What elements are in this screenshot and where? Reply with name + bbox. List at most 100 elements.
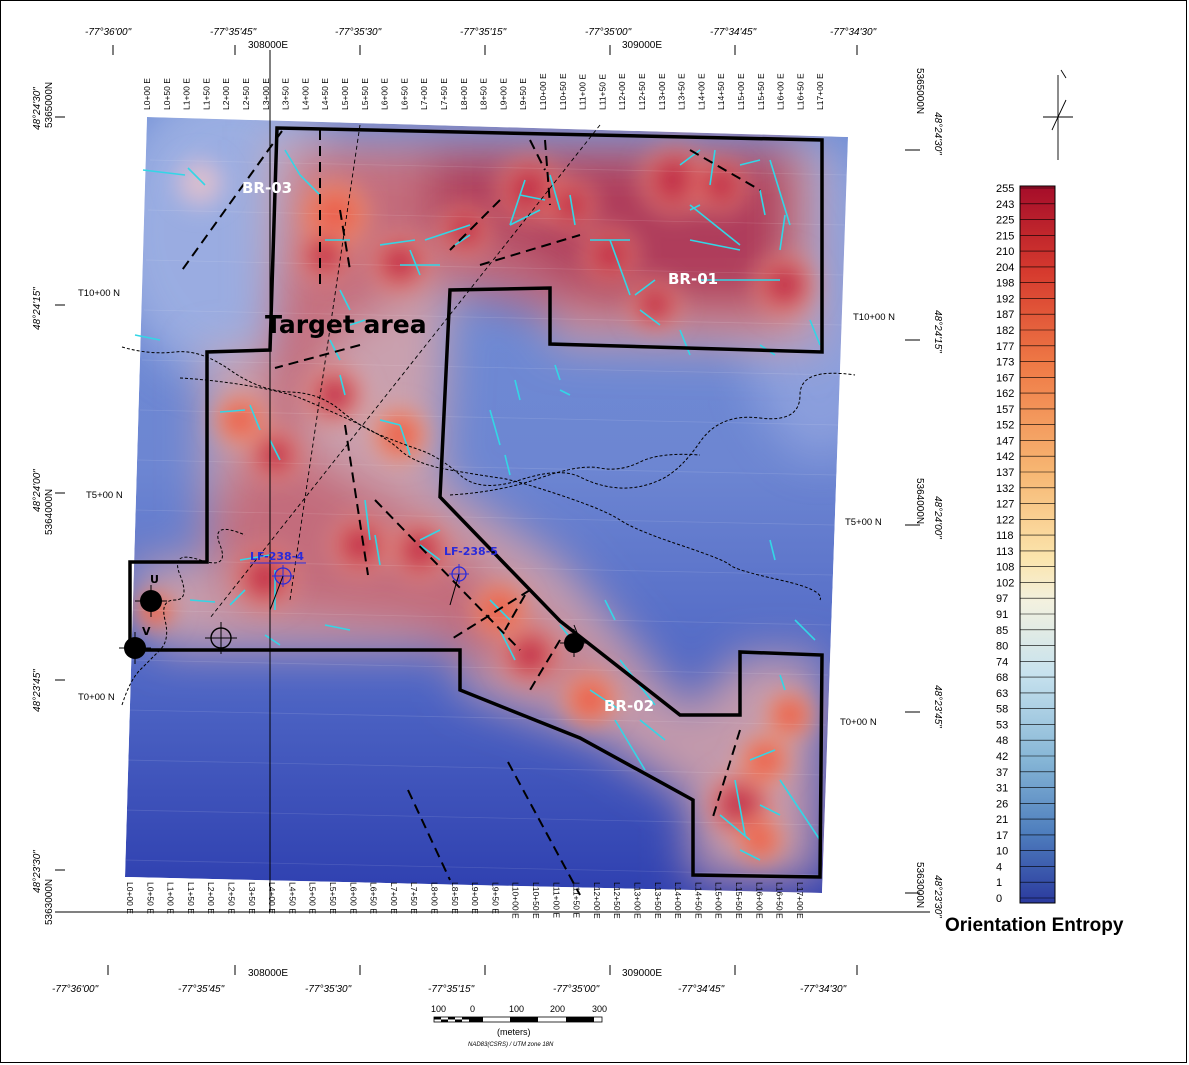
legend-tick-label: 142 [996,451,1014,463]
left-latitude-label: 48°24'00" [32,469,43,512]
bottom-longitude-label: -77°34'30" [800,984,847,995]
line-label-top: L1+50 E [201,78,211,110]
legend-tick-label: 26 [996,798,1008,810]
legend-tick-label: 63 [996,688,1008,700]
tie-line-label-left: T0+00 N [78,692,115,703]
line-label-top: L4+00 E [300,78,310,110]
line-labels-top: L0+00 E L0+50 E L1+00 E L1+50 E L2+00 E L2+50… [142,73,825,110]
entropy-raster [125,117,848,893]
legend-tick-label: 187 [996,309,1014,321]
target-area-outline [128,126,824,879]
scale-seg [469,1017,483,1022]
legend-tick-label: 80 [996,641,1008,653]
line-label-bottom: L16+50 E [775,882,785,919]
line-label-top: L3+00 E [261,78,271,110]
structure-lines [134,149,821,861]
bottom-longitude-label: -77°35'30" [305,984,352,995]
easting-label: 308000E [248,968,288,979]
crosshair-icon [119,632,151,664]
line-label-top: L10+50 E [558,73,568,110]
crosshair-icon [560,629,588,657]
legend-tick-label: 113 [996,546,1014,558]
left-latitude-label: 48°23'30" [32,850,43,893]
tie-line-labels: T10+00 N T5+00 N T0+00 N T10+00 N T5+00 N T0+… [78,288,895,728]
north-arrow-icon [1043,69,1073,160]
legend-tick-label: 21 [996,814,1008,826]
point-v[interactable]: V [119,625,151,664]
collar-tail [573,624,581,641]
line-label-top: L2+00 E [221,78,231,110]
right-latitude-label: 48°24'30" [932,112,943,155]
top-longitude-labels: -77°36'00" -77°35'45" -77°35'30" -77°35'15"… [85,27,877,38]
line-label-bottom: L4+00 E [267,882,277,914]
legend-tick-label: 182 [996,325,1014,337]
scale-seg [566,1017,594,1022]
bottom-longitude-label: -77°36'00" [52,984,99,995]
line-label-bottom: L11+00 E [551,882,561,918]
legend-tick-label: 173 [996,357,1014,369]
legend-tick-label: 0 [996,893,1002,905]
legend-tick-label: 1 [996,877,1002,889]
line-label-top: L6+50 E [399,78,409,110]
drill-hole-lf-238-5[interactable]: LF-238-5 [444,545,498,606]
easting-label: 308000E [248,40,288,51]
open-collar[interactable] [205,622,237,654]
line-label-bottom: L6+00 E [348,882,358,914]
point-u[interactable]: U [135,573,167,617]
scale-seg [510,1017,538,1022]
tie-line-label-left: T5+00 N [86,490,123,501]
line-label-top: L0+50 E [162,78,172,110]
tie-line-label-right: T10+00 N [853,312,895,323]
line-label-bottom: L14+50 E [693,882,703,919]
drill-hole-lf-238-4[interactable]: LF-238-4 [250,550,306,611]
scale-tick-label: 300 [592,1004,607,1014]
line-label-bottom: L14+00 E [673,882,683,919]
legend-tick-label: 147 [996,435,1014,447]
legend-tick-label: 132 [996,483,1014,495]
legend-colorbar [1019,185,1056,904]
legend-tick-label: 42 [996,751,1008,763]
scale-tick-label: 100 [431,1004,446,1014]
line-label-bottom: L1+00 E [166,882,176,914]
line-label-top: L12+50 E [637,73,647,110]
scale-datum: NAD83(CSRS) / UTM zone 18N [468,1042,554,1048]
legend-tick-label: 225 [996,215,1014,227]
line-label-top: L13+00 E [657,73,667,110]
line-label-top: L17+00 E [815,73,825,110]
graticule-ticks [55,45,930,975]
line-label-top: L11+50 E [597,74,607,110]
zone-label-br02: BR-02 [604,697,654,715]
drill-trace [449,573,460,606]
left-latitude-label: 48°23'45" [32,669,43,712]
legend-tick-label: 17 [996,830,1008,842]
legend-tick-label: 48 [996,735,1008,747]
left-latitude-label: 48°24'30" [32,87,43,130]
legend: 2552432252152102041981921871821771731671… [945,183,1124,936]
northing-label: 5363000N [44,879,55,925]
line-label-bottom: L11+50 E [572,882,582,918]
scale-seg [462,1017,469,1020]
legend-tick-label: 97 [996,593,1008,605]
bottom-longitude-label: -77°35'45" [178,984,225,995]
line-label-bottom: L17+00 E [795,882,805,919]
right-latitude-label: 48°24'15" [932,310,943,353]
line-label-bottom: L16+00 E [754,882,764,919]
line-label-top: L8+00 E [459,78,469,110]
line-label-bottom: L5+00 E [308,882,318,914]
northing-label: 5364000N [44,489,55,535]
legend-tick-label: 118 [996,530,1014,542]
right-latitude-label: 48°23'45" [932,685,943,728]
line-label-bottom: L13+50 E [653,882,663,919]
line-label-top: L15+50 E [756,73,766,110]
line-label-bottom: L3+50 E [247,882,257,914]
bottom-longitude-labels: -77°36'00" -77°35'45" -77°35'30" -77°35'15"… [52,984,847,995]
scale-seg [448,1017,455,1020]
legend-tick-label: 243 [996,199,1014,211]
scale-tick-label: 100 [509,1004,524,1014]
top-longitude-label: -77°35'00" [585,27,632,38]
line-label-bottom: L6+50 E [369,882,379,914]
left-latitude-label: 48°24'15" [32,287,43,330]
collar-br02[interactable] [560,624,588,657]
legend-tick-label: 127 [996,499,1014,511]
